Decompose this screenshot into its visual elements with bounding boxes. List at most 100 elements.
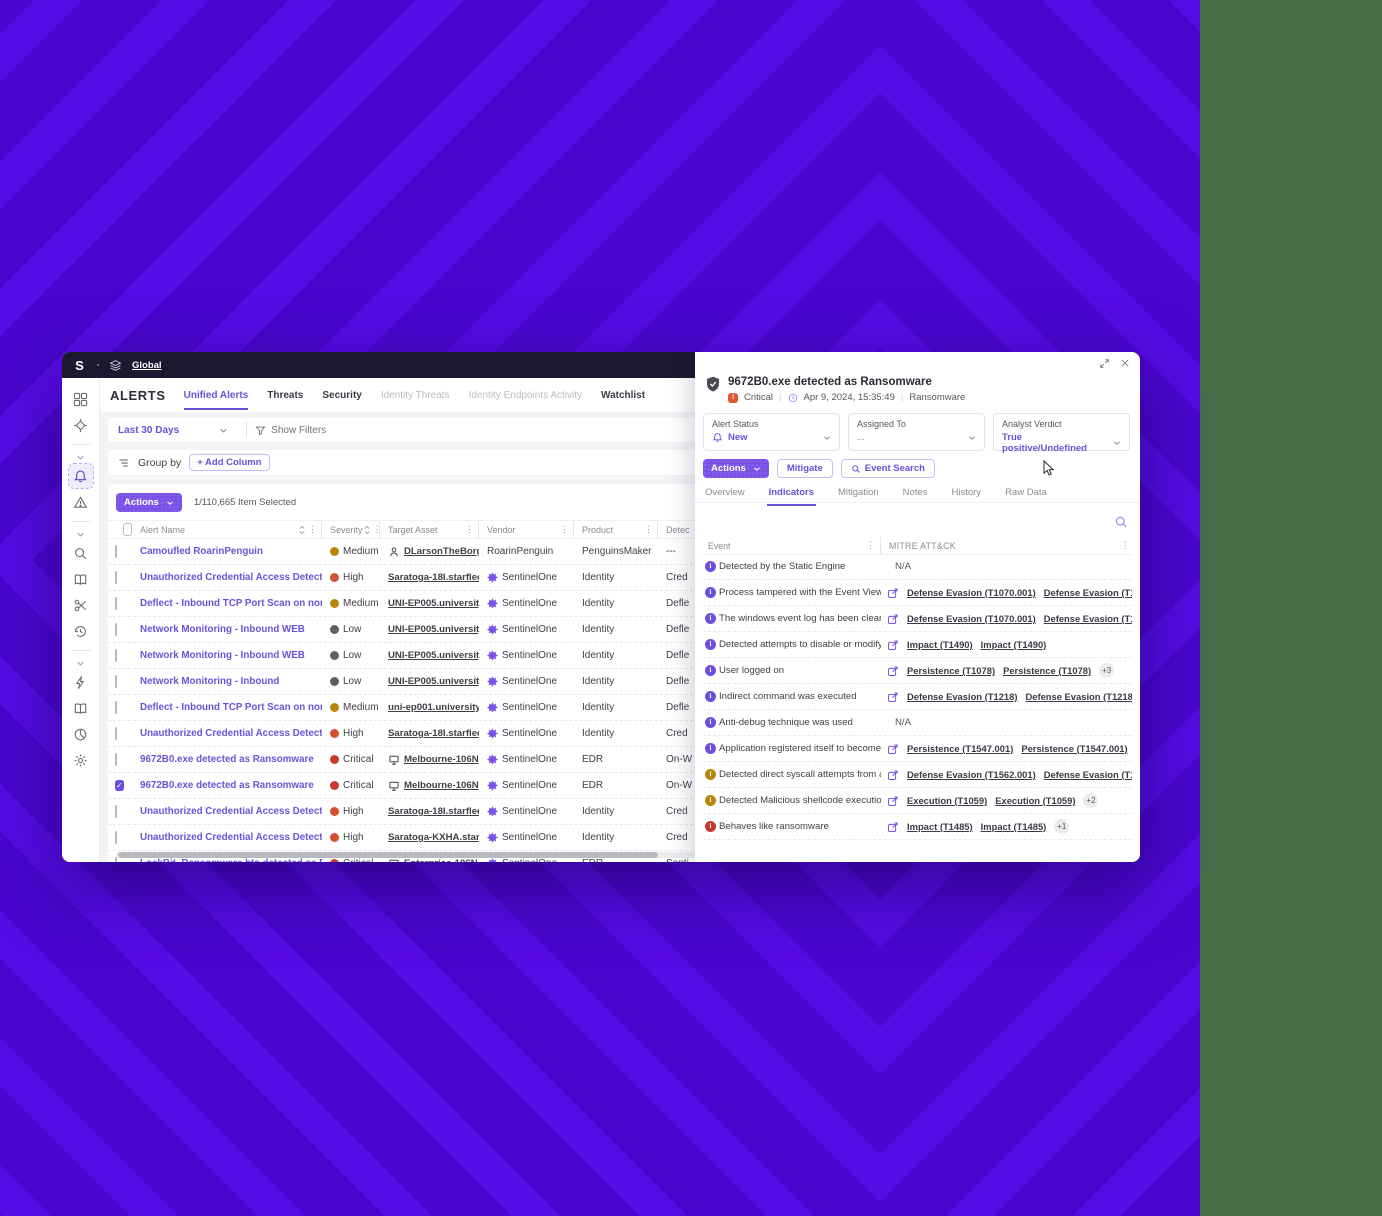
target-asset-link[interactable]: UNI-EP005.universityB.co — [388, 598, 479, 609]
column-header-vendor[interactable]: Vendor ⋮ — [479, 521, 574, 538]
chevron-down-icon[interactable] — [823, 434, 831, 442]
row-checkbox[interactable] — [115, 545, 117, 558]
row-checkbox[interactable] — [115, 753, 117, 766]
tab-security[interactable]: Security — [322, 389, 362, 401]
chevron-down-icon[interactable] — [76, 659, 85, 668]
field-assigned-to[interactable]: Assigned To... — [848, 413, 985, 451]
indicator-row[interactable]: i Detected by the Static Engine N/A — [703, 554, 1132, 580]
tab-unified-alerts[interactable]: Unified Alerts — [183, 381, 249, 410]
column-header-product[interactable]: Product ⋮ — [574, 521, 658, 538]
kebab-menu-icon[interactable]: ⋮ — [1120, 540, 1130, 550]
table-row[interactable]: Unauthorized Credential Access Detected H… — [108, 799, 733, 825]
kebab-menu-icon[interactable]: ⋮ — [465, 524, 474, 534]
target-asset-link[interactable]: UNI-EP005.universityB.co — [388, 676, 479, 687]
mitre-technique-link[interactable]: Defense Evasion (T1218) — [907, 691, 1018, 702]
event-search-button[interactable]: Event Search — [840, 459, 935, 478]
column-header-target-asset[interactable]: Target Asset ⋮ — [380, 521, 479, 538]
mitre-technique-link[interactable]: Defense Evasion (T1218) — [1025, 691, 1132, 702]
row-checkbox[interactable] — [115, 623, 117, 636]
drawer-tab-raw-data[interactable]: Raw Data — [1005, 487, 1047, 498]
table-row[interactable]: Unauthorized Credential Access Detected H… — [108, 721, 733, 747]
alert-name-link[interactable]: Network Monitoring - Inbound — [140, 676, 280, 687]
row-checkbox[interactable] — [115, 727, 117, 740]
mitre-technique-link[interactable]: Defense Evasion (T1070.001) — [1043, 587, 1132, 598]
drawer-tab-history[interactable]: History — [951, 487, 982, 498]
table-row[interactable]: Deflect - Inbound TCP Port Scan on non-e… — [108, 591, 733, 617]
table-row[interactable]: Unauthorized Credential Access Detected H… — [108, 565, 733, 591]
tab-watchlist[interactable]: Watchlist — [601, 389, 646, 401]
mitre-more-badge[interactable]: +2 — [1083, 793, 1099, 808]
external-link-icon[interactable] — [887, 639, 899, 651]
sidebar-item-history-icon[interactable] — [69, 619, 93, 643]
actions-button[interactable]: Actions — [116, 493, 182, 512]
sidebar-item-scissors-icon[interactable] — [69, 593, 93, 617]
table-row[interactable]: Deflect - Inbound TCP Port Scan on non-e… — [108, 695, 733, 721]
external-link-icon[interactable] — [887, 795, 899, 807]
mitre-technique-link[interactable]: Defense Evasion (T1562.001) — [1043, 769, 1132, 780]
chevron-down-icon[interactable] — [968, 434, 976, 442]
external-link-icon[interactable] — [887, 691, 899, 703]
alert-name-link[interactable]: Deflect - Inbound TCP Port Scan on non-e… — [140, 702, 322, 713]
alert-name-link[interactable]: Unauthorized Credential Access Detected — [140, 806, 322, 817]
kebab-menu-icon[interactable]: ⋮ — [308, 524, 317, 534]
sidebar-item-book-icon[interactable] — [69, 567, 93, 591]
row-checkbox[interactable] — [115, 597, 117, 610]
target-asset-link[interactable]: Melbourne-106N — [404, 754, 479, 765]
group-list-icon[interactable] — [118, 457, 130, 469]
mitre-technique-link[interactable]: Impact (T1490) — [980, 639, 1047, 650]
alert-name-link[interactable]: Unauthorized Credential Access Detected — [140, 728, 322, 739]
chevron-down-icon[interactable] — [76, 530, 85, 539]
mitre-technique-link[interactable]: Defense Evasion (T1070.001) — [907, 587, 1036, 598]
column-header-alert-name[interactable]: Alert Name ⋮ — [132, 521, 322, 538]
table-row[interactable]: Network Monitoring - Inbound WEB Low UNI-E… — [108, 617, 733, 643]
target-asset-link[interactable]: DLarsonTheBorg — [404, 546, 479, 557]
kebab-menu-icon[interactable]: ⋮ — [644, 524, 653, 534]
target-asset-link[interactable]: uni-ep001.universityA.co — [388, 702, 479, 713]
sort-icon[interactable] — [363, 525, 371, 535]
drawer-tab-indicators[interactable]: Indicators — [766, 483, 816, 506]
drawer-tab-mitigation[interactable]: Mitigation — [838, 487, 879, 498]
indicator-row[interactable]: i The windows event log has been cleared D… — [703, 606, 1132, 632]
external-link-icon[interactable] — [887, 613, 899, 625]
mitre-technique-link[interactable]: Defense Evasion (T1070.001) — [1043, 613, 1132, 624]
tab-threats[interactable]: Threats — [267, 389, 304, 401]
scope-layers-icon[interactable] — [109, 359, 122, 372]
alert-name-link[interactable]: Network Monitoring - Inbound WEB — [140, 624, 305, 635]
mitre-technique-link[interactable]: Persistence (T1078) — [907, 665, 996, 676]
mitre-technique-link[interactable]: Execution (T1059) — [907, 795, 988, 806]
mitre-technique-link[interactable]: Persistence (T1547.001) — [907, 743, 1014, 754]
mitre-technique-link[interactable]: Persistence (T1078) — [1003, 665, 1092, 676]
column-header-severity[interactable]: Severity ⋮ — [322, 521, 382, 538]
drawer-tab-overview[interactable]: Overview — [705, 487, 745, 498]
target-asset-link[interactable]: Saratoga-18I.starfleet.co... — [388, 806, 479, 817]
table-row[interactable]: Network Monitoring - Inbound WEB Low UNI-E… — [108, 643, 733, 669]
sentinelone-logo-icon[interactable]: S — [75, 357, 84, 373]
time-range-select[interactable]: Last 30 Days — [108, 425, 238, 436]
sidebar-item-alerts-bell-icon[interactable] — [67, 463, 94, 489]
mitigate-button[interactable]: Mitigate — [776, 459, 833, 478]
alert-name-link[interactable]: 9672B0.exe detected as Ransomware — [140, 780, 314, 791]
target-asset-link[interactable]: UNI-EP005.universityB.co — [388, 624, 479, 635]
row-checkbox[interactable] — [115, 675, 117, 688]
mitre-technique-link[interactable]: Impact (T1485) — [980, 821, 1047, 832]
table-row[interactable]: LockBit_Ransomware.hta detected as Ranso… — [108, 851, 733, 862]
external-link-icon[interactable] — [887, 587, 899, 599]
target-asset-link[interactable]: Saratoga-18I.starfleet.co... — [388, 728, 479, 739]
mitre-technique-link[interactable]: Execution (T1059) — [995, 795, 1076, 806]
kebab-menu-icon[interactable]: ⋮ — [560, 524, 569, 534]
row-checkbox[interactable] — [115, 571, 117, 584]
target-asset-link[interactable]: Saratoga-KXHA.starfleet... — [388, 832, 479, 843]
sidebar-item-warning-triangle-icon[interactable] — [69, 490, 93, 514]
scope-global-link[interactable]: Global — [132, 359, 162, 371]
row-checkbox[interactable] — [115, 649, 117, 662]
tab-identity-threats[interactable]: Identity Threats — [380, 389, 450, 401]
mitre-technique-link[interactable]: Defense Evasion (T1562.001) — [907, 769, 1036, 780]
show-filters-button[interactable]: Show Filters — [255, 425, 326, 436]
indicator-row[interactable]: i User logged on Persistence (T1078) Persis… — [703, 658, 1132, 684]
sidebar-item-pie-chart-icon[interactable] — [69, 722, 93, 746]
sidebar-item-library-icon[interactable] — [69, 696, 93, 720]
table-row[interactable]: Network Monitoring - Inbound Low UNI-EP005… — [108, 669, 733, 695]
table-row[interactable]: Unauthorized Credential Access Detected H… — [108, 825, 733, 851]
